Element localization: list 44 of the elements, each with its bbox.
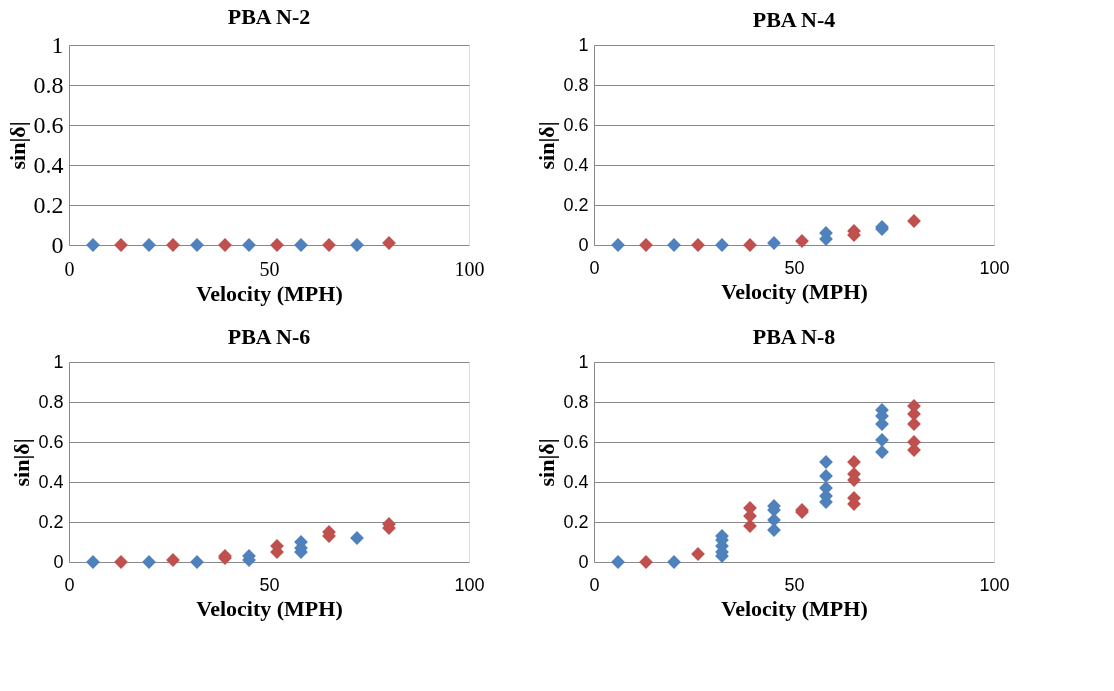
- y-tick-label: 0.4: [563, 154, 589, 175]
- y-tick-label: 0.8: [38, 391, 64, 412]
- x-tick-label: 100: [979, 257, 1010, 278]
- y-axis-title: sin|δ|: [534, 438, 560, 487]
- chart-title: PBA N-6: [227, 324, 311, 349]
- y-tick-label: 1: [578, 34, 589, 55]
- y-tick-label: 1: [578, 351, 589, 372]
- y-tick-label: 0.2: [38, 511, 64, 532]
- y-tick-label: 1: [53, 351, 64, 372]
- x-axis-title: Velocity (MPH): [196, 280, 343, 306]
- x-tick-label: 50: [784, 257, 805, 278]
- y-tick-label: 0.6: [563, 431, 589, 452]
- y-tick-label: 0.8: [563, 74, 589, 95]
- y-tick-label: 0.2: [563, 511, 589, 532]
- y-tick-label: 0.8: [33, 71, 64, 98]
- y-tick-label: 0.6: [33, 111, 64, 138]
- y-tick-label: 0.6: [38, 431, 64, 452]
- y-axis-title: sin|δ|: [4, 121, 30, 170]
- x-tick-label: 50: [784, 574, 805, 595]
- y-tick-label: 0: [578, 551, 589, 572]
- y-tick-label: 0.4: [38, 471, 64, 492]
- x-tick-label: 100: [979, 574, 1010, 595]
- y-tick-label: 0: [578, 234, 589, 255]
- y-tick-label: 0.4: [33, 151, 64, 178]
- chart-title: PBA N-8: [752, 324, 836, 349]
- x-tick-label: 50: [259, 257, 280, 280]
- x-tick-label: 100: [454, 257, 485, 280]
- x-axis-title: Velocity (MPH): [721, 595, 868, 621]
- chart-title: PBA N-2: [227, 4, 311, 29]
- y-tick-label: 0.4: [563, 471, 589, 492]
- y-axis-title: sin|δ|: [534, 121, 560, 170]
- y-tick-label: 0: [51, 231, 64, 258]
- x-axis-title: Velocity (MPH): [721, 278, 868, 304]
- x-axis-title: Velocity (MPH): [196, 595, 343, 621]
- y-axis-title: sin|δ|: [9, 438, 35, 487]
- y-tick-label: 0.2: [563, 194, 589, 215]
- x-tick-label: 50: [259, 574, 280, 595]
- y-tick-label: 0: [53, 551, 64, 572]
- y-tick-label: 0.2: [33, 191, 64, 218]
- y-tick-label: 0.8: [563, 391, 589, 412]
- y-tick-label: 1: [51, 31, 64, 58]
- x-tick-label: 100: [454, 574, 485, 595]
- y-tick-label: 0.6: [563, 114, 589, 135]
- chart-title: PBA N-4: [752, 7, 836, 32]
